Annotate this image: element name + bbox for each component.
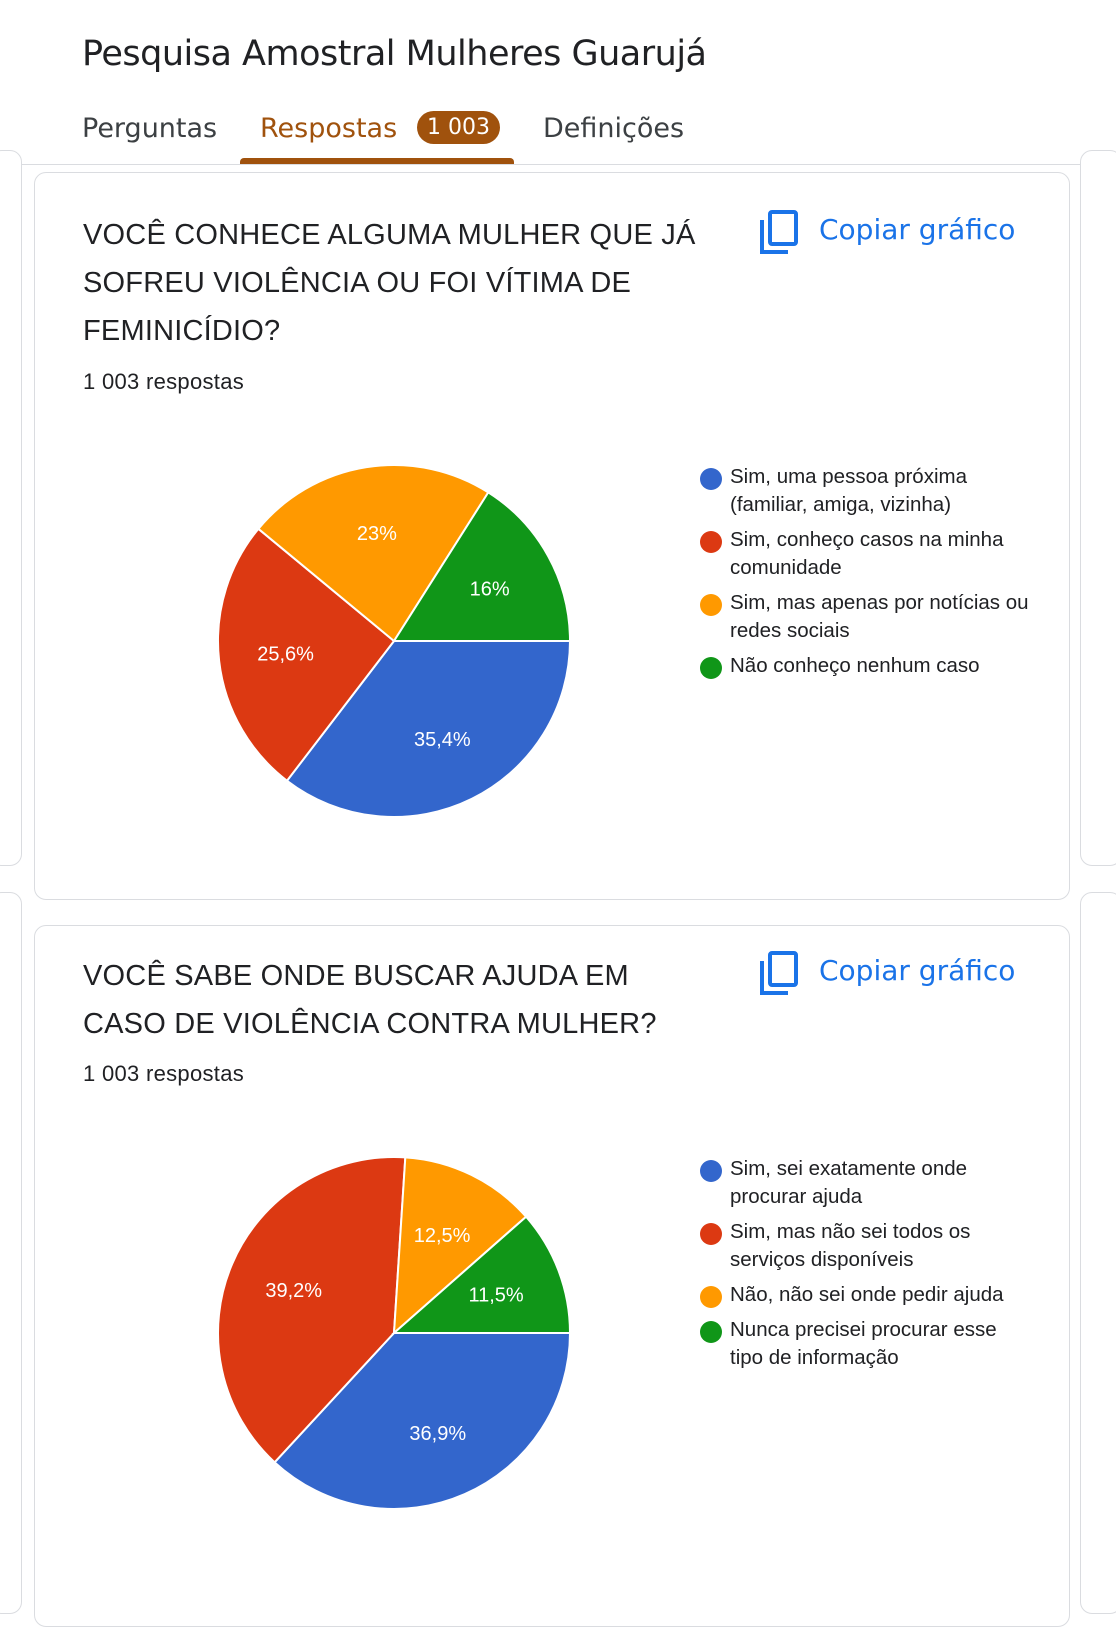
legend-swatch-blue (700, 1160, 722, 1182)
pie-slice-label: 12,5% (414, 1225, 471, 1247)
question-summary-card: VOCÊ SABE ONDE BUSCAR AJUDA EM CASO DE V… (34, 925, 1070, 1627)
response-count: 1 003 respostas (83, 1061, 245, 1086)
legend-item: Sim, mas não sei todos os serviços dispo… (700, 1218, 1030, 1274)
legend-item: Não, não sei onde pedir ajuda (700, 1281, 1030, 1309)
legend-swatch-green (700, 1321, 722, 1343)
pie-chart: 36,9% 39,2% 12,5% 11,5% (217, 1156, 572, 1510)
pie-slice-label: 25,6% (257, 643, 314, 665)
legend-item: Sim, mas apenas por notícias ou redes so… (700, 589, 1030, 645)
tab-perguntas[interactable]: Perguntas (82, 113, 218, 144)
previous-card-edge (0, 892, 22, 1614)
legend-swatch-orange (700, 594, 722, 616)
legend-label: Sim, uma pessoa próxima (familiar, amiga… (730, 465, 967, 516)
chart-legend: Sim, uma pessoa próxima (familiar, amiga… (700, 463, 1030, 687)
legend-swatch-red (700, 531, 722, 553)
pie-slice-blue[interactable] (273, 1332, 572, 1510)
pie-slice-label: 23% (357, 523, 397, 545)
legend-item: Sim, sei exatamente onde procurar ajuda (700, 1155, 1030, 1211)
active-tab-indicator (240, 158, 514, 164)
legend-label: Sim, mas apenas por notícias ou redes so… (730, 591, 1029, 642)
pie-slice-label: 35,4% (414, 729, 471, 751)
responses-count-badge: 1 003 (417, 111, 500, 144)
legend-label: Não conheço nenhum caso (730, 654, 980, 677)
response-count: 1 003 respostas (83, 369, 245, 394)
legend-label: Sim, conheço casos na minha comunidade (730, 528, 1004, 579)
previous-card-edge (0, 150, 22, 866)
pie-slice-blue[interactable] (285, 640, 572, 818)
legend-swatch-orange (700, 1286, 722, 1308)
question-title: VOCÊ SABE ONDE BUSCAR AJUDA EM CASO DE V… (83, 960, 657, 1040)
legend-item: Nunca precisei procurar esse tipo de inf… (700, 1316, 1030, 1372)
legend-label: Sim, mas não sei todos os serviços dispo… (730, 1220, 971, 1271)
legend-label: Nunca precisei procurar esse tipo de inf… (730, 1318, 997, 1369)
copy-chart-label: Copiar gráfico (819, 954, 1016, 987)
legend-item: Sim, conheço casos na minha comunidade (700, 526, 1030, 582)
chart-legend: Sim, sei exatamente onde procurar ajuda … (700, 1155, 1030, 1379)
pie-chart: 35,4% 25,6% 23% 16% (217, 464, 572, 818)
tab-definicoes[interactable]: Definições (543, 113, 685, 144)
next-card-edge (1080, 892, 1116, 1614)
question-summary-card: VOCÊ CONHECE ALGUMA MULHER QUE JÁ SOFREU… (34, 172, 1070, 900)
pie-slice-orange[interactable] (256, 464, 490, 643)
form-title: Pesquisa Amostral Mulheres Guarujá (82, 34, 707, 74)
pie-slice-label: 36,9% (409, 1423, 466, 1445)
copy-icon (760, 210, 798, 254)
copy-icon (760, 951, 798, 995)
pie-slice-label: 39,2% (265, 1280, 322, 1302)
question-title: VOCÊ CONHECE ALGUMA MULHER QUE JÁ SOFREU… (83, 219, 696, 347)
pie-slice-red[interactable] (217, 1156, 407, 1464)
pie-slice-label: 16% (470, 578, 510, 600)
legend-swatch-green (700, 657, 722, 679)
tabs-divider (0, 164, 1116, 165)
legend-swatch-blue (700, 468, 722, 490)
legend-item: Não conheço nenhum caso (700, 652, 1030, 680)
legend-label: Sim, sei exatamente onde procurar ajuda (730, 1157, 968, 1208)
pie-slice-red[interactable] (217, 527, 396, 783)
tab-respostas[interactable]: Respostas (260, 113, 398, 144)
next-card-edge (1080, 150, 1116, 866)
pie-slice-green[interactable] (392, 491, 572, 642)
pie-slice-orange[interactable] (392, 1156, 528, 1336)
pie-slice-green[interactable] (391, 1215, 572, 1334)
legend-swatch-red (700, 1223, 722, 1245)
pie-slice-label: 11,5% (468, 1284, 523, 1306)
legend-item: Sim, uma pessoa próxima (familiar, amiga… (700, 463, 1030, 519)
legend-label: Não, não sei onde pedir ajuda (730, 1283, 1004, 1306)
tab-bar: Perguntas Respostas 1 003 Definições (0, 105, 1116, 165)
copy-chart-label: Copiar gráfico (819, 213, 1016, 246)
